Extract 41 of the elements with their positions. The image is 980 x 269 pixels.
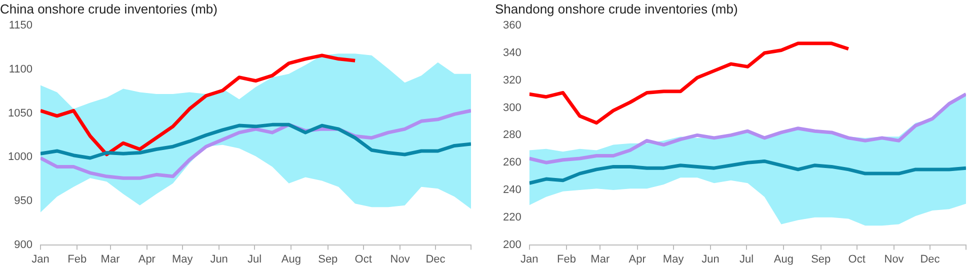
y-tick-label: 1150 [8, 20, 32, 32]
x-tick-label: May [662, 253, 684, 266]
x-tick-label: Mar [590, 253, 610, 266]
x-tick-label: Oct [354, 253, 372, 266]
x-tick-label: Jan [520, 253, 538, 266]
x-tick-label: Jun [702, 253, 720, 266]
x-tick-label: Dec [920, 253, 940, 266]
x-tick-label: Sep [318, 253, 338, 266]
y-tick-label: 240 [502, 184, 522, 196]
x-tick-label: Jul [248, 253, 262, 266]
chart-title: Shandong onshore crude inventories (mb) [495, 1, 738, 16]
x-tick-label: Apr [138, 253, 156, 266]
x-tick-label: May [172, 253, 194, 266]
y-tick-label: 340 [502, 47, 522, 60]
x-tick-label: Sep [811, 253, 831, 266]
y-tick-label: 1000 [8, 151, 32, 164]
x-tick-label: Mar [100, 253, 120, 266]
y-tick-label: 200 [502, 238, 522, 251]
y-tick-label: 900 [14, 238, 32, 251]
x-tick-label: Jul [739, 253, 754, 266]
y-tick-label: 320 [502, 74, 522, 86]
y-tick-label: 300 [502, 102, 522, 114]
x-tick-label: Oct [848, 253, 866, 266]
x-tick-label: Feb [68, 253, 87, 266]
x-tick-label: Nov [884, 253, 904, 266]
y-tick-label: 360 [502, 20, 522, 32]
x-tick-label: Jan [32, 253, 50, 266]
y-tick-label: 280 [502, 129, 522, 142]
x-tick-label: Jun [210, 253, 228, 266]
y-tick-label: 260 [502, 156, 522, 169]
x-tick-label: Aug [281, 253, 302, 266]
x-tick-label: Dec [426, 253, 446, 266]
x-tick-label: Apr [628, 253, 646, 266]
chart-title: China onshore crude inventories (mb) [0, 1, 218, 16]
y-tick-label: 220 [502, 211, 522, 224]
x-tick-label: Nov [390, 253, 410, 266]
y-tick-label: 1100 [8, 63, 32, 76]
x-tick-label: Feb [557, 253, 576, 266]
y-tick-label: 1050 [8, 107, 32, 120]
x-tick-label: Aug [774, 253, 794, 266]
y-tick-label: 950 [14, 194, 32, 207]
